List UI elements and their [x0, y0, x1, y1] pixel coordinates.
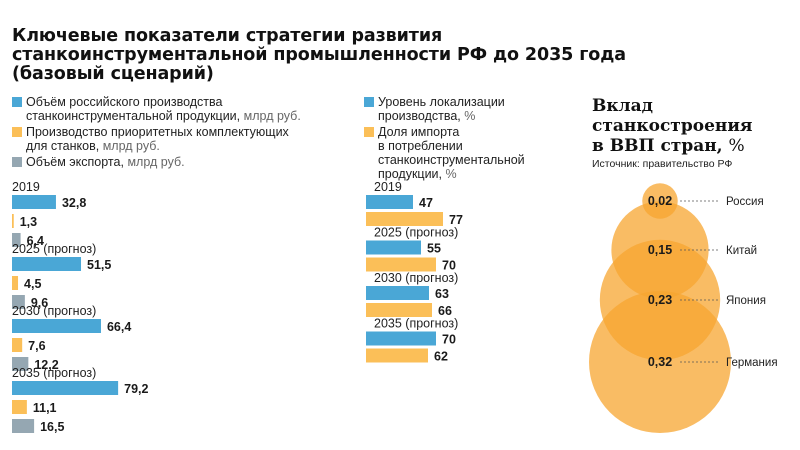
bar-value-label: 77: [449, 213, 463, 227]
legend-text: станкоинструментальной: [378, 153, 525, 167]
legend-swatch-gray: [12, 157, 22, 167]
legend-text: Объём российского производства: [26, 95, 223, 109]
left-legend: Объём российского производства станкоинс…: [12, 95, 372, 175]
bubble-value-label: 0,02: [648, 194, 672, 208]
bubble: [642, 183, 678, 219]
legend-unit: %: [464, 109, 476, 123]
right-legend: Уровень локализации производства, % Доля…: [364, 95, 594, 181]
bar: [12, 381, 119, 395]
country-label: Китай: [726, 245, 757, 257]
category-label: 2030 (прогноз): [12, 304, 96, 318]
category-label: 2035 (прогноз): [374, 317, 458, 331]
bar: [12, 338, 23, 352]
category-label: 2030 (прогноз): [374, 271, 458, 285]
category-label: 2025 (прогноз): [374, 226, 458, 240]
bar-value-label: 6,4: [27, 234, 44, 248]
bar: [366, 331, 436, 346]
bar-value-label: 1,3: [20, 215, 37, 229]
bar: [12, 195, 56, 209]
bar: [366, 240, 421, 255]
bar-value-label: 4,5: [24, 277, 41, 291]
bar: [12, 400, 27, 414]
legend-text: станкоинструментальной продукции,: [26, 109, 241, 123]
bar-value-label: 66: [438, 304, 452, 318]
bar-value-label: 7,6: [28, 339, 45, 353]
title-line-3: (базовый сценарий): [12, 64, 214, 84]
legend-text: для станков,: [26, 139, 100, 153]
bubble-value-label: 0,23: [648, 293, 672, 307]
bubble-chart-title: Вклад станкостроения в ВВП стран, %: [592, 96, 792, 156]
legend-text: Объём экспорта,: [26, 155, 124, 169]
bubble-chart: 0,02 Россия 0,15 Китай 0,23 Япония 0,32 Германи…: [589, 183, 778, 433]
bar: [12, 357, 29, 371]
legend-swatch-yellow: [12, 127, 22, 137]
bar: [12, 295, 25, 309]
bar: [366, 286, 429, 300]
bar-value-label: 62: [434, 350, 448, 364]
legend-text: продукции,: [378, 167, 443, 181]
category-label: 2025 (прогноз): [12, 242, 96, 256]
bar-value-label: 12,2: [34, 358, 58, 372]
bar: [12, 214, 14, 228]
bubble-title-line: станкостроения: [592, 116, 753, 136]
bubble-title-unit: %: [728, 136, 745, 156]
legend-unit: млрд руб.: [243, 109, 301, 123]
legend-text: Производство приоритетных комплектующих: [26, 125, 289, 139]
bubble-value-label: 0,15: [648, 243, 672, 257]
bar-value-label: 51,5: [87, 258, 111, 272]
legend-swatch-blue: [12, 97, 22, 107]
bubble: [611, 201, 709, 299]
bar-value-label: 66,4: [107, 320, 131, 334]
legend-text: Уровень локализации: [378, 95, 505, 109]
bar-value-label: 11,1: [33, 401, 57, 415]
bar: [12, 257, 82, 271]
page-title: Ключевые показатели стратегии развития с…: [12, 27, 800, 84]
category-label: 2019: [12, 180, 40, 194]
country-label: Япония: [726, 295, 766, 307]
bar-value-label: 47: [419, 196, 433, 210]
bubble-value-label: 0,32: [648, 355, 672, 369]
legend-text: в потреблении: [378, 139, 463, 153]
bar: [12, 233, 21, 247]
category-label: 2035 (прогноз): [12, 366, 96, 380]
bar: [366, 303, 432, 317]
bar: [12, 319, 101, 333]
bar: [366, 212, 443, 226]
bar: [366, 257, 436, 272]
bar: [12, 419, 35, 433]
legend-text: Доля импорта: [378, 125, 460, 139]
legend-unit: млрд руб.: [102, 139, 160, 153]
legend-swatch-blue: [364, 97, 374, 107]
title-line-2: станкоинструментальной промышленности РФ…: [12, 45, 626, 65]
bar-value-label: 70: [442, 259, 456, 273]
source-note: Источник: правительство РФ: [592, 158, 733, 170]
bar: [366, 348, 428, 363]
legend-unit: %: [445, 167, 457, 181]
bar-value-label: 79,2: [124, 382, 148, 396]
bar-value-label: 63: [435, 287, 449, 301]
bar-value-label: 9,6: [31, 296, 48, 310]
category-label: 2019: [374, 180, 402, 194]
bubble-title-line: в ВВП стран,: [592, 136, 723, 156]
bar-value-label: 32,8: [62, 196, 86, 210]
bar: [12, 276, 19, 290]
country-label: Россия: [726, 196, 764, 208]
legend-text: производства,: [378, 109, 461, 123]
bar: [366, 195, 413, 209]
bar-value-label: 16,5: [40, 420, 64, 434]
title-line-1: Ключевые показатели стратегии развития: [12, 26, 443, 46]
country-label: Германия: [726, 357, 778, 369]
legend-swatch-yellow: [364, 127, 374, 137]
bar-value-label: 70: [442, 333, 456, 347]
bubble-title-line: Вклад: [592, 96, 653, 116]
bar-value-label: 55: [427, 242, 441, 256]
legend-unit: млрд руб.: [127, 155, 185, 169]
